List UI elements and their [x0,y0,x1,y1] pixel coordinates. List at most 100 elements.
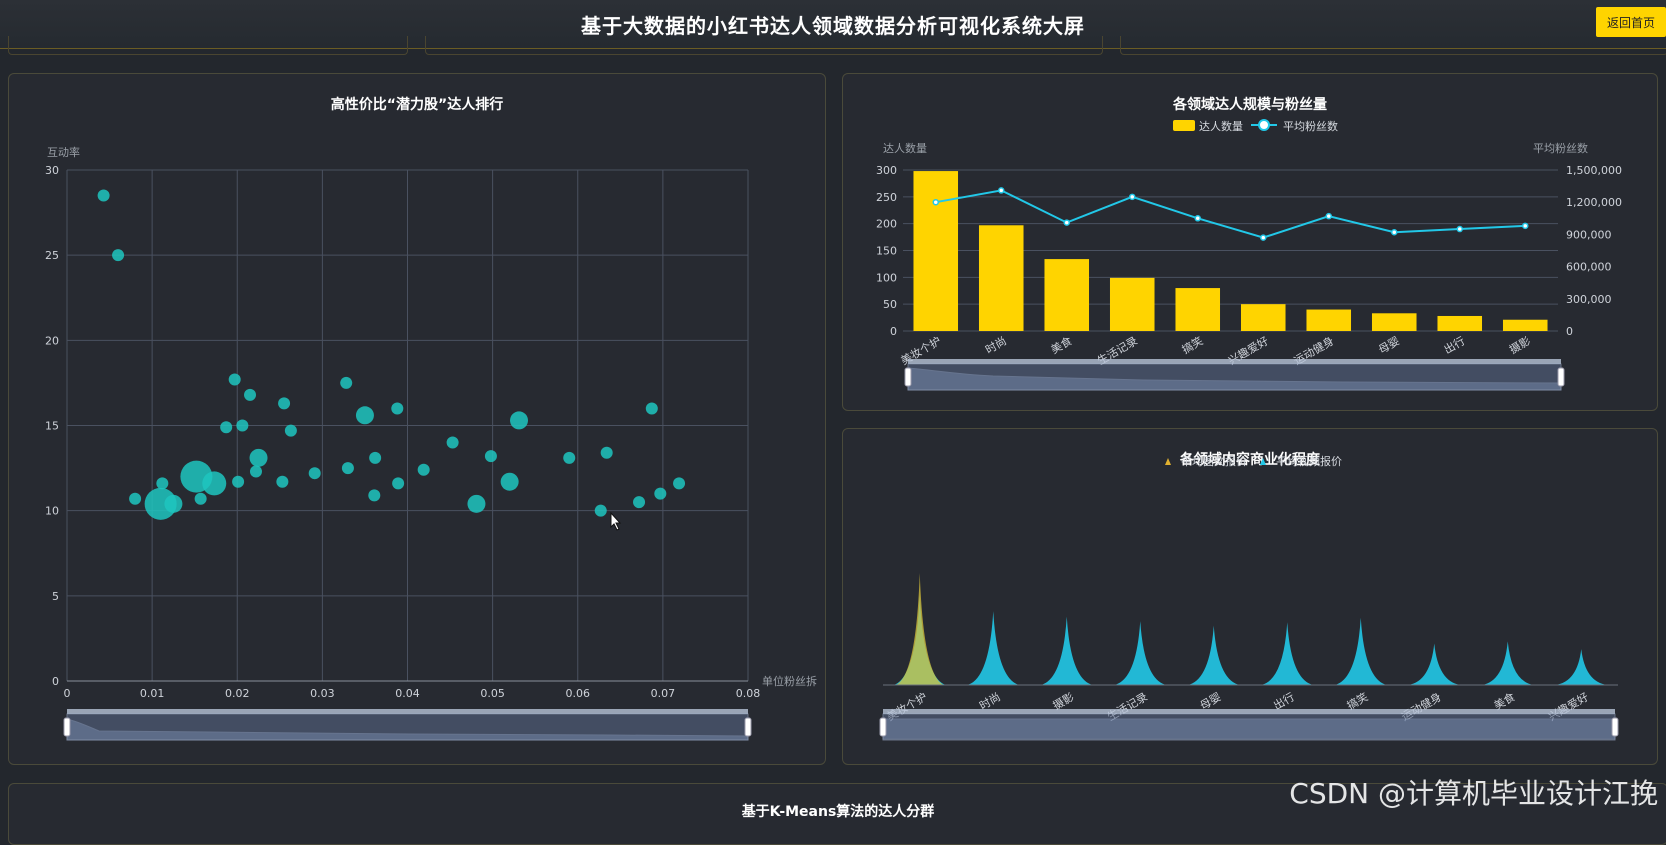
scatter-point[interactable] [164,494,183,513]
bar-母婴[interactable] [1371,313,1417,331]
image-price-spike[interactable] [895,573,944,685]
video-price-spike[interactable] [1114,621,1167,685]
scatter-point[interactable] [129,492,142,505]
avg-fans-point[interactable] [1194,215,1201,222]
image-price-spike[interactable] [1263,626,1311,685]
scatter-point[interactable] [220,421,233,434]
scatter-point[interactable] [341,462,354,475]
bar-left-tick: 200 [876,218,897,231]
bar-left-tick: 150 [876,245,897,258]
bar-时尚[interactable] [978,225,1024,331]
scatter-point[interactable] [156,477,169,490]
scatter-point[interactable] [467,494,486,513]
avg-fans-point[interactable] [1456,225,1463,233]
scatter-point[interactable] [417,463,430,476]
bar-搞笑[interactable] [1175,288,1221,331]
scatter-point[interactable] [654,487,667,500]
video-price-spike[interactable] [1408,643,1461,685]
bar-right-tick: 300,000 [1566,293,1612,306]
bar-美妆个护[interactable] [913,171,959,331]
image-price-spike[interactable] [1337,622,1385,685]
scatter-x-tick: 0.03 [310,687,335,700]
image-price-spike[interactable] [1116,623,1164,685]
avg-fans-point[interactable] [1063,219,1070,226]
scatter-point[interactable] [228,373,241,386]
avg-fans-point[interactable] [998,187,1005,194]
scatter-panel: 高性价比“潜力股”达人排行 0 0.01 0.02 0.03 0.04 0.05 0.06 0… [8,73,826,765]
image-price-spike[interactable] [1484,645,1532,685]
bar-生活记录[interactable] [1109,277,1155,331]
pictorial-slider-track[interactable] [882,713,1616,741]
bar-slider-handle-left[interactable] [904,367,912,387]
scatter-chart[interactable]: 0 0.01 0.02 0.03 0.04 0.05 0.06 0.07 0.08 0 5 10 15 2… [9,74,825,764]
scatter-point[interactable] [600,446,613,459]
scatter-point[interactable] [249,448,268,467]
scatter-point[interactable] [368,489,381,502]
image-price-spike[interactable] [1190,629,1238,685]
video-price-spike[interactable] [1261,622,1314,685]
scatter-point[interactable] [284,424,297,437]
scatter-point[interactable] [563,451,576,464]
scatter-x-tick: 0.06 [566,687,591,700]
scatter-point[interactable] [202,471,227,496]
bar-摄影[interactable] [1502,319,1548,331]
scatter-point[interactable] [446,436,459,449]
scatter-point[interactable] [392,477,405,490]
video-price-spike[interactable] [1187,625,1240,685]
scatter-slider-handle-left[interactable] [63,717,71,737]
scatter-point[interactable] [369,451,382,464]
avg-fans-point[interactable] [1260,234,1267,241]
home-button[interactable]: 返回首页 [1596,7,1666,37]
bar-slider-track[interactable] [907,363,1562,391]
bar-left-tick: 300 [876,164,897,177]
scatter-point[interactable] [244,388,257,401]
scatter-x-axis-label: 单位粉丝拆 [762,674,817,688]
scatter-point[interactable] [232,475,245,488]
scatter-point[interactable] [97,189,110,202]
scatter-point[interactable] [340,376,353,389]
video-price-spike[interactable] [1481,641,1534,685]
bar-兴趣爱好[interactable] [1240,304,1286,331]
image-price-spike[interactable] [1043,619,1091,685]
bar-left-tick: 50 [883,298,897,311]
video-price-spike[interactable] [1040,616,1093,685]
video-price-spike[interactable] [1334,617,1387,685]
scatter-point[interactable] [194,492,207,505]
avg-fans-point[interactable] [1129,193,1136,201]
scatter-point[interactable] [500,472,519,491]
video-price-spike[interactable] [1555,649,1608,685]
bar-slider-handle-right[interactable] [1557,367,1565,387]
pictorial-slider-handle-left[interactable] [879,717,887,737]
scatter-point[interactable] [391,402,404,415]
avg-fans-point[interactable] [1522,222,1529,230]
avg-fans-point[interactable] [1391,229,1398,236]
scatter-point[interactable] [278,397,291,410]
bar-美食[interactable] [1044,259,1090,331]
scatter-point[interactable] [236,419,249,432]
scatter-point[interactable] [510,411,529,430]
scatter-point[interactable] [112,249,125,262]
scatter-point[interactable] [276,475,289,488]
scatter-point[interactable] [144,487,177,520]
scatter-point[interactable] [594,504,607,517]
avg-fans-point[interactable] [932,198,939,206]
scatter-point[interactable] [249,465,262,478]
scatter-point[interactable] [633,496,646,509]
image-price-spike[interactable] [969,614,1017,685]
image-price-spike[interactable] [1410,646,1458,685]
pictorial-slider-handle-right[interactable] [1611,717,1619,737]
scatter-point[interactable] [355,406,374,425]
scatter-point[interactable] [484,450,497,463]
scatter-slider-handle-right[interactable] [744,717,752,737]
avg-fans-point[interactable] [1325,212,1332,220]
scatter-point[interactable] [308,467,321,480]
scatter-point[interactable] [673,477,686,490]
scatter-point[interactable] [645,402,658,415]
bar-运动健身[interactable] [1306,309,1352,331]
image-price-spike[interactable] [1557,650,1605,685]
bar-出行[interactable] [1437,315,1483,331]
video-price-spike[interactable] [967,611,1020,685]
bar-left-tick: 0 [890,325,897,338]
